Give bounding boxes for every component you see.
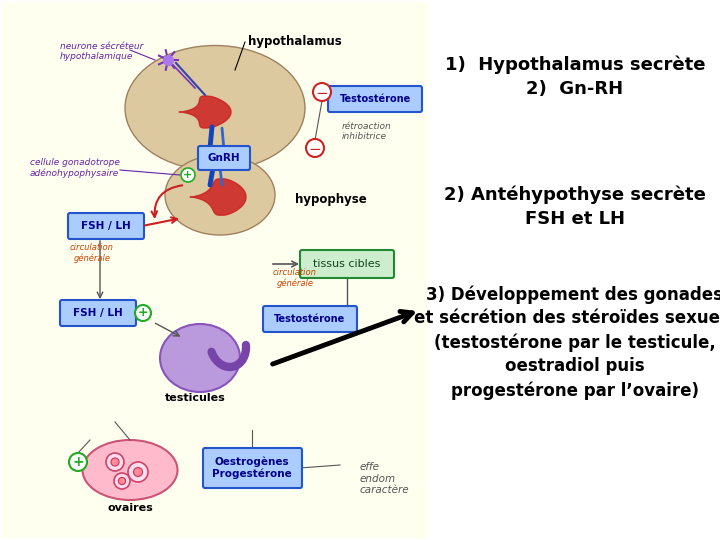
FancyBboxPatch shape [198,146,250,170]
Text: 2) Antéhypothyse secrète: 2) Antéhypothyse secrète [444,185,706,204]
Text: FSH / LH: FSH / LH [81,221,131,231]
Text: 2)  Gn-RH: 2) Gn-RH [526,80,624,98]
Text: progestérone par l’ovaire): progestérone par l’ovaire) [451,381,699,400]
Text: Oestrogènes
Progestérone: Oestrogènes Progestérone [212,457,292,480]
Text: FSH et LH: FSH et LH [525,210,625,228]
Text: ovaires: ovaires [107,503,153,513]
Text: +: + [184,170,193,180]
FancyBboxPatch shape [300,250,394,278]
Text: rétroaction
inhibitrice: rétroaction inhibitrice [342,122,392,141]
FancyBboxPatch shape [68,213,144,239]
Text: et sécrétion des stéroïdes sexuels: et sécrétion des stéroïdes sexuels [414,309,720,327]
Ellipse shape [125,45,305,171]
Text: effe
endom
caractère: effe endom caractère [360,462,410,495]
Circle shape [313,83,331,101]
Circle shape [114,473,130,489]
Text: −: − [309,141,321,157]
Circle shape [106,453,124,471]
Circle shape [181,168,195,182]
Text: hypophyse: hypophyse [295,193,366,206]
FancyBboxPatch shape [328,86,422,112]
Text: Testostérone: Testostérone [274,314,346,324]
Circle shape [118,477,125,484]
Text: circulation
générale: circulation générale [273,268,317,288]
Ellipse shape [165,155,275,235]
Text: +: + [138,307,148,320]
Text: cellule gonadotrope
adénohypophysaire: cellule gonadotrope adénohypophysaire [30,158,120,178]
Text: neurone sécréteur
hypothalamique: neurone sécréteur hypothalamique [60,42,143,62]
Circle shape [135,305,151,321]
Text: 1)  Hypothalamus secrète: 1) Hypothalamus secrète [445,55,706,73]
Polygon shape [190,179,246,215]
FancyBboxPatch shape [203,448,302,488]
Text: GnRH: GnRH [207,153,240,163]
Circle shape [111,458,119,466]
Text: +: + [72,455,84,469]
Bar [2,2,428,538]
Text: tissus cibles: tissus cibles [313,259,381,269]
Text: Testostérone: Testostérone [339,94,410,104]
Text: FSH / LH: FSH / LH [73,308,123,318]
Circle shape [69,453,87,471]
Text: oestradiol puis: oestradiol puis [505,357,645,375]
Ellipse shape [160,324,240,392]
Text: (testostérone par le testicule,: (testostérone par le testicule, [434,333,716,352]
Circle shape [306,139,324,157]
FancyBboxPatch shape [263,306,357,332]
Circle shape [133,468,143,476]
Circle shape [128,462,148,482]
Text: −: − [315,85,328,100]
Text: circulation
générale: circulation générale [70,243,114,263]
Text: hypothalamus: hypothalamus [248,36,342,49]
Ellipse shape [83,440,178,500]
Text: 3) Développement des gonades: 3) Développement des gonades [426,285,720,303]
Text: testicules: testicules [165,393,225,403]
Polygon shape [179,96,231,128]
FancyBboxPatch shape [60,300,136,326]
